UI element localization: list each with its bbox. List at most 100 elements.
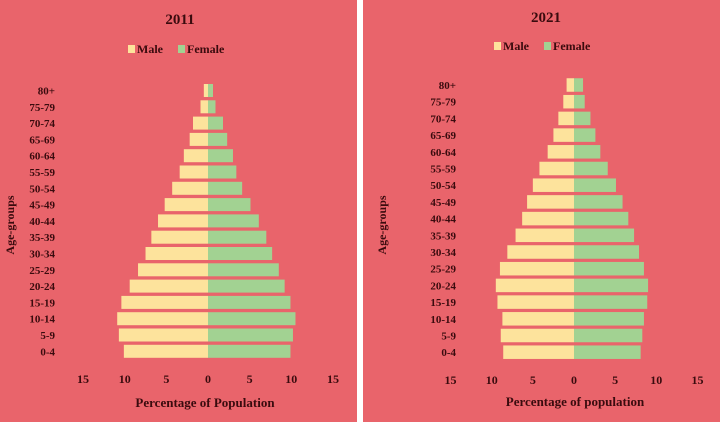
- bar-male-45-49: [164, 198, 208, 212]
- bar-female-20-24: [574, 278, 649, 293]
- legend-swatch-male: [494, 42, 501, 50]
- bar-male-5-9: [118, 328, 208, 342]
- age-label: 40-44: [430, 214, 456, 226]
- age-label: 55-59: [430, 164, 456, 176]
- x-tick-label: 15: [445, 373, 457, 387]
- bar-female-30-34: [208, 247, 273, 260]
- bar-male-20-24: [495, 278, 574, 293]
- age-label: 15-19: [29, 297, 55, 309]
- bar-male-10-14: [117, 312, 208, 326]
- bar-female-45-49: [208, 198, 251, 212]
- age-label: 10-14: [29, 314, 55, 326]
- age-label: 80+: [439, 80, 456, 92]
- chart-title: 2021: [531, 10, 561, 26]
- age-label: 80+: [38, 86, 55, 98]
- legend-swatch-male: [128, 45, 135, 53]
- bar-female-65-69: [574, 128, 596, 142]
- bar-male-75-79: [563, 94, 574, 109]
- age-label: 65-69: [29, 134, 55, 146]
- age-label: 60-64: [29, 151, 55, 163]
- age-label: 70-74: [430, 113, 456, 125]
- bar-male-50-54: [532, 178, 574, 192]
- bar-male-70-74: [558, 111, 574, 126]
- bar-male-0-4: [503, 345, 574, 359]
- x-tick-label: 0: [205, 372, 211, 386]
- bar-male-55-59: [179, 165, 208, 179]
- bar-male-35-39: [151, 230, 208, 244]
- bar-male-25-29: [499, 261, 574, 276]
- bar-male-55-59: [539, 161, 574, 176]
- x-tick-label: 10: [285, 372, 297, 386]
- age-label: 35-39: [430, 230, 456, 242]
- bar-female-15-19: [208, 295, 291, 309]
- bar-female-10-14: [574, 312, 644, 326]
- age-label: 30-34: [430, 247, 456, 259]
- age-label: 25-29: [430, 264, 456, 276]
- x-axis-label: Percentage of population: [506, 394, 645, 409]
- bar-male-60-64: [183, 149, 208, 163]
- bar-female-25-29: [574, 261, 644, 276]
- bar-female-55-59: [208, 165, 237, 179]
- bar-male-80+: [203, 84, 208, 97]
- bar-female-65-69: [208, 132, 228, 146]
- bar-female-10-14: [208, 312, 296, 326]
- bar-female-45-49: [574, 195, 623, 209]
- age-label: 75-79: [430, 97, 456, 109]
- age-label: 65-69: [430, 130, 456, 142]
- x-tick-label: 5: [530, 373, 536, 387]
- x-tick-label: 15: [327, 372, 339, 386]
- x-tick-label: 15: [77, 372, 89, 386]
- x-tick-label: 5: [247, 372, 253, 386]
- age-label: 35-39: [29, 232, 55, 244]
- legend-label-male: Male: [137, 42, 164, 56]
- bar-male-20-24: [129, 279, 208, 293]
- age-label: 50-54: [29, 183, 55, 195]
- age-label: 0-4: [40, 346, 55, 358]
- legend-label-female: Female: [553, 39, 591, 53]
- bar-male-65-69: [189, 132, 208, 146]
- x-tick-label: 10: [119, 372, 131, 386]
- age-label: 60-64: [430, 147, 456, 159]
- legend-swatch-female: [178, 45, 185, 53]
- bar-female-35-39: [208, 230, 267, 244]
- bar-female-50-54: [208, 181, 243, 195]
- x-tick-label: 15: [691, 373, 703, 387]
- bar-male-50-54: [172, 181, 208, 195]
- bar-female-50-54: [574, 178, 616, 192]
- bar-male-75-79: [200, 100, 208, 114]
- bar-male-30-34: [507, 245, 574, 259]
- bar-female-0-4: [208, 344, 291, 358]
- x-tick-label: 5: [163, 372, 169, 386]
- bar-male-45-49: [527, 195, 574, 209]
- age-label: 20-24: [29, 281, 55, 293]
- bar-female-20-24: [208, 279, 285, 293]
- bar-male-65-69: [553, 128, 574, 142]
- bar-female-70-74: [208, 116, 223, 130]
- bar-female-5-9: [574, 328, 643, 343]
- age-label: 45-49: [29, 200, 55, 212]
- bar-female-5-9: [208, 328, 293, 342]
- bar-male-35-39: [515, 228, 574, 243]
- bar-female-0-4: [574, 345, 641, 359]
- age-label: 5-9: [441, 331, 456, 343]
- y-axis-label: Age-groups: [375, 195, 389, 254]
- bar-female-25-29: [208, 263, 279, 277]
- age-label: 20-24: [430, 280, 456, 292]
- bar-female-60-64: [574, 145, 601, 159]
- legend-label-female: Female: [187, 42, 225, 56]
- age-label: 45-49: [430, 197, 456, 209]
- age-label: 10-14: [430, 314, 456, 326]
- bar-male-15-19: [497, 295, 574, 309]
- bar-male-25-29: [138, 263, 208, 277]
- legend-swatch-female: [544, 42, 551, 50]
- bar-male-40-44: [522, 211, 574, 226]
- bar-female-75-79: [208, 100, 216, 114]
- x-axis-label: Percentage of Population: [135, 395, 275, 410]
- bar-female-55-59: [574, 161, 608, 176]
- bar-male-5-9: [500, 328, 574, 343]
- bar-female-80+: [574, 78, 584, 92]
- age-label: 50-54: [430, 180, 456, 192]
